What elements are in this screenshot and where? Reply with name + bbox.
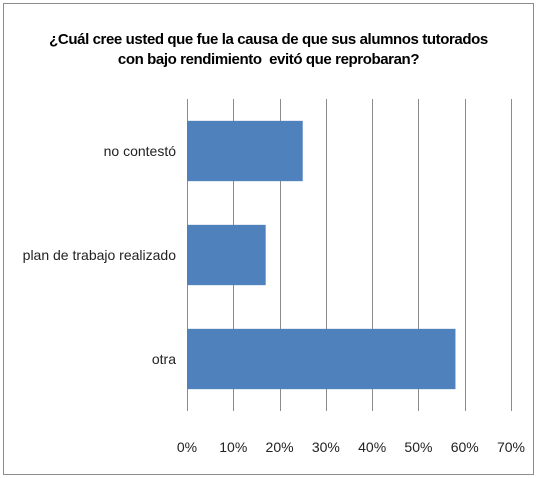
x-tick-labels: 0% 10% 20% 30% 40% 50% 60% 70% [177, 439, 525, 455]
x-tick-label: 30% [312, 439, 340, 455]
x-tick-label: 10% [219, 439, 247, 455]
category-label: otra [152, 351, 176, 367]
category-labels: no contestó plan de trabajo realizado otra [23, 143, 177, 367]
x-tick-label: 60% [451, 439, 479, 455]
bar [187, 120, 303, 182]
x-tick-label: 20% [266, 439, 294, 455]
bar [187, 224, 266, 286]
x-tick-label: 40% [358, 439, 386, 455]
category-label: plan de trabajo realizado [23, 247, 177, 263]
x-tick-label: 70% [497, 439, 525, 455]
category-label: no contestó [104, 143, 177, 159]
bars [187, 120, 456, 390]
chart-title-line-2: con bajo rendimiento evitó que reprobara… [117, 51, 420, 68]
chart-title: ¿Cuál cree usted que fue la causa de que… [20, 30, 517, 70]
chart-frame [3, 3, 534, 475]
x-tick-label: 0% [177, 439, 197, 455]
x-tick-label: 50% [404, 439, 432, 455]
chart-title-line-1: ¿Cuál cree usted que fue la causa de que… [49, 31, 488, 48]
bar [187, 328, 456, 390]
